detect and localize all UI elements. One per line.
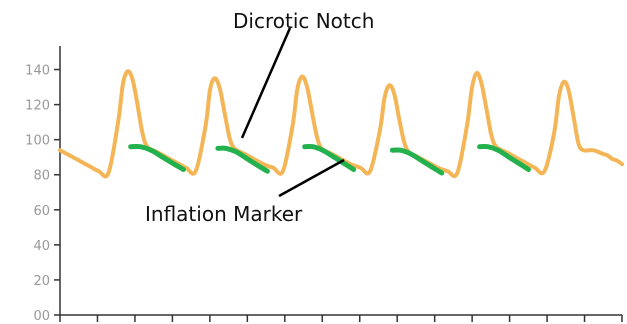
y-tick-label: 20 — [33, 274, 50, 289]
inflation-segment-line — [477, 143, 531, 172]
inflation-marker-label: Inflation Marker — [145, 202, 303, 226]
y-tick-label: 80 — [33, 169, 50, 184]
y-tick-label: 100 — [25, 134, 50, 149]
inflation-segment-line — [215, 145, 270, 174]
inflation-segment-line — [128, 143, 186, 172]
y-axis: 00 20 40 60 80 100 120 140 — [25, 46, 61, 324]
x-axis — [59, 314, 623, 322]
inflation-segment-line — [302, 143, 357, 172]
inflation-marker-pointer — [278, 158, 345, 198]
y-tick-label: 60 — [33, 204, 50, 219]
dicrotic-notch-label: Dicrotic Notch — [233, 9, 374, 33]
y-tick-label: 00 — [33, 309, 50, 324]
y-tick-label: 120 — [25, 99, 50, 114]
inflation-segment-line — [389, 147, 445, 176]
y-tick-label: 40 — [33, 239, 50, 254]
series-layer — [58, 69, 624, 179]
y-tick-label: 140 — [25, 64, 50, 79]
dicrotic-notch-pointer — [240, 27, 292, 139]
